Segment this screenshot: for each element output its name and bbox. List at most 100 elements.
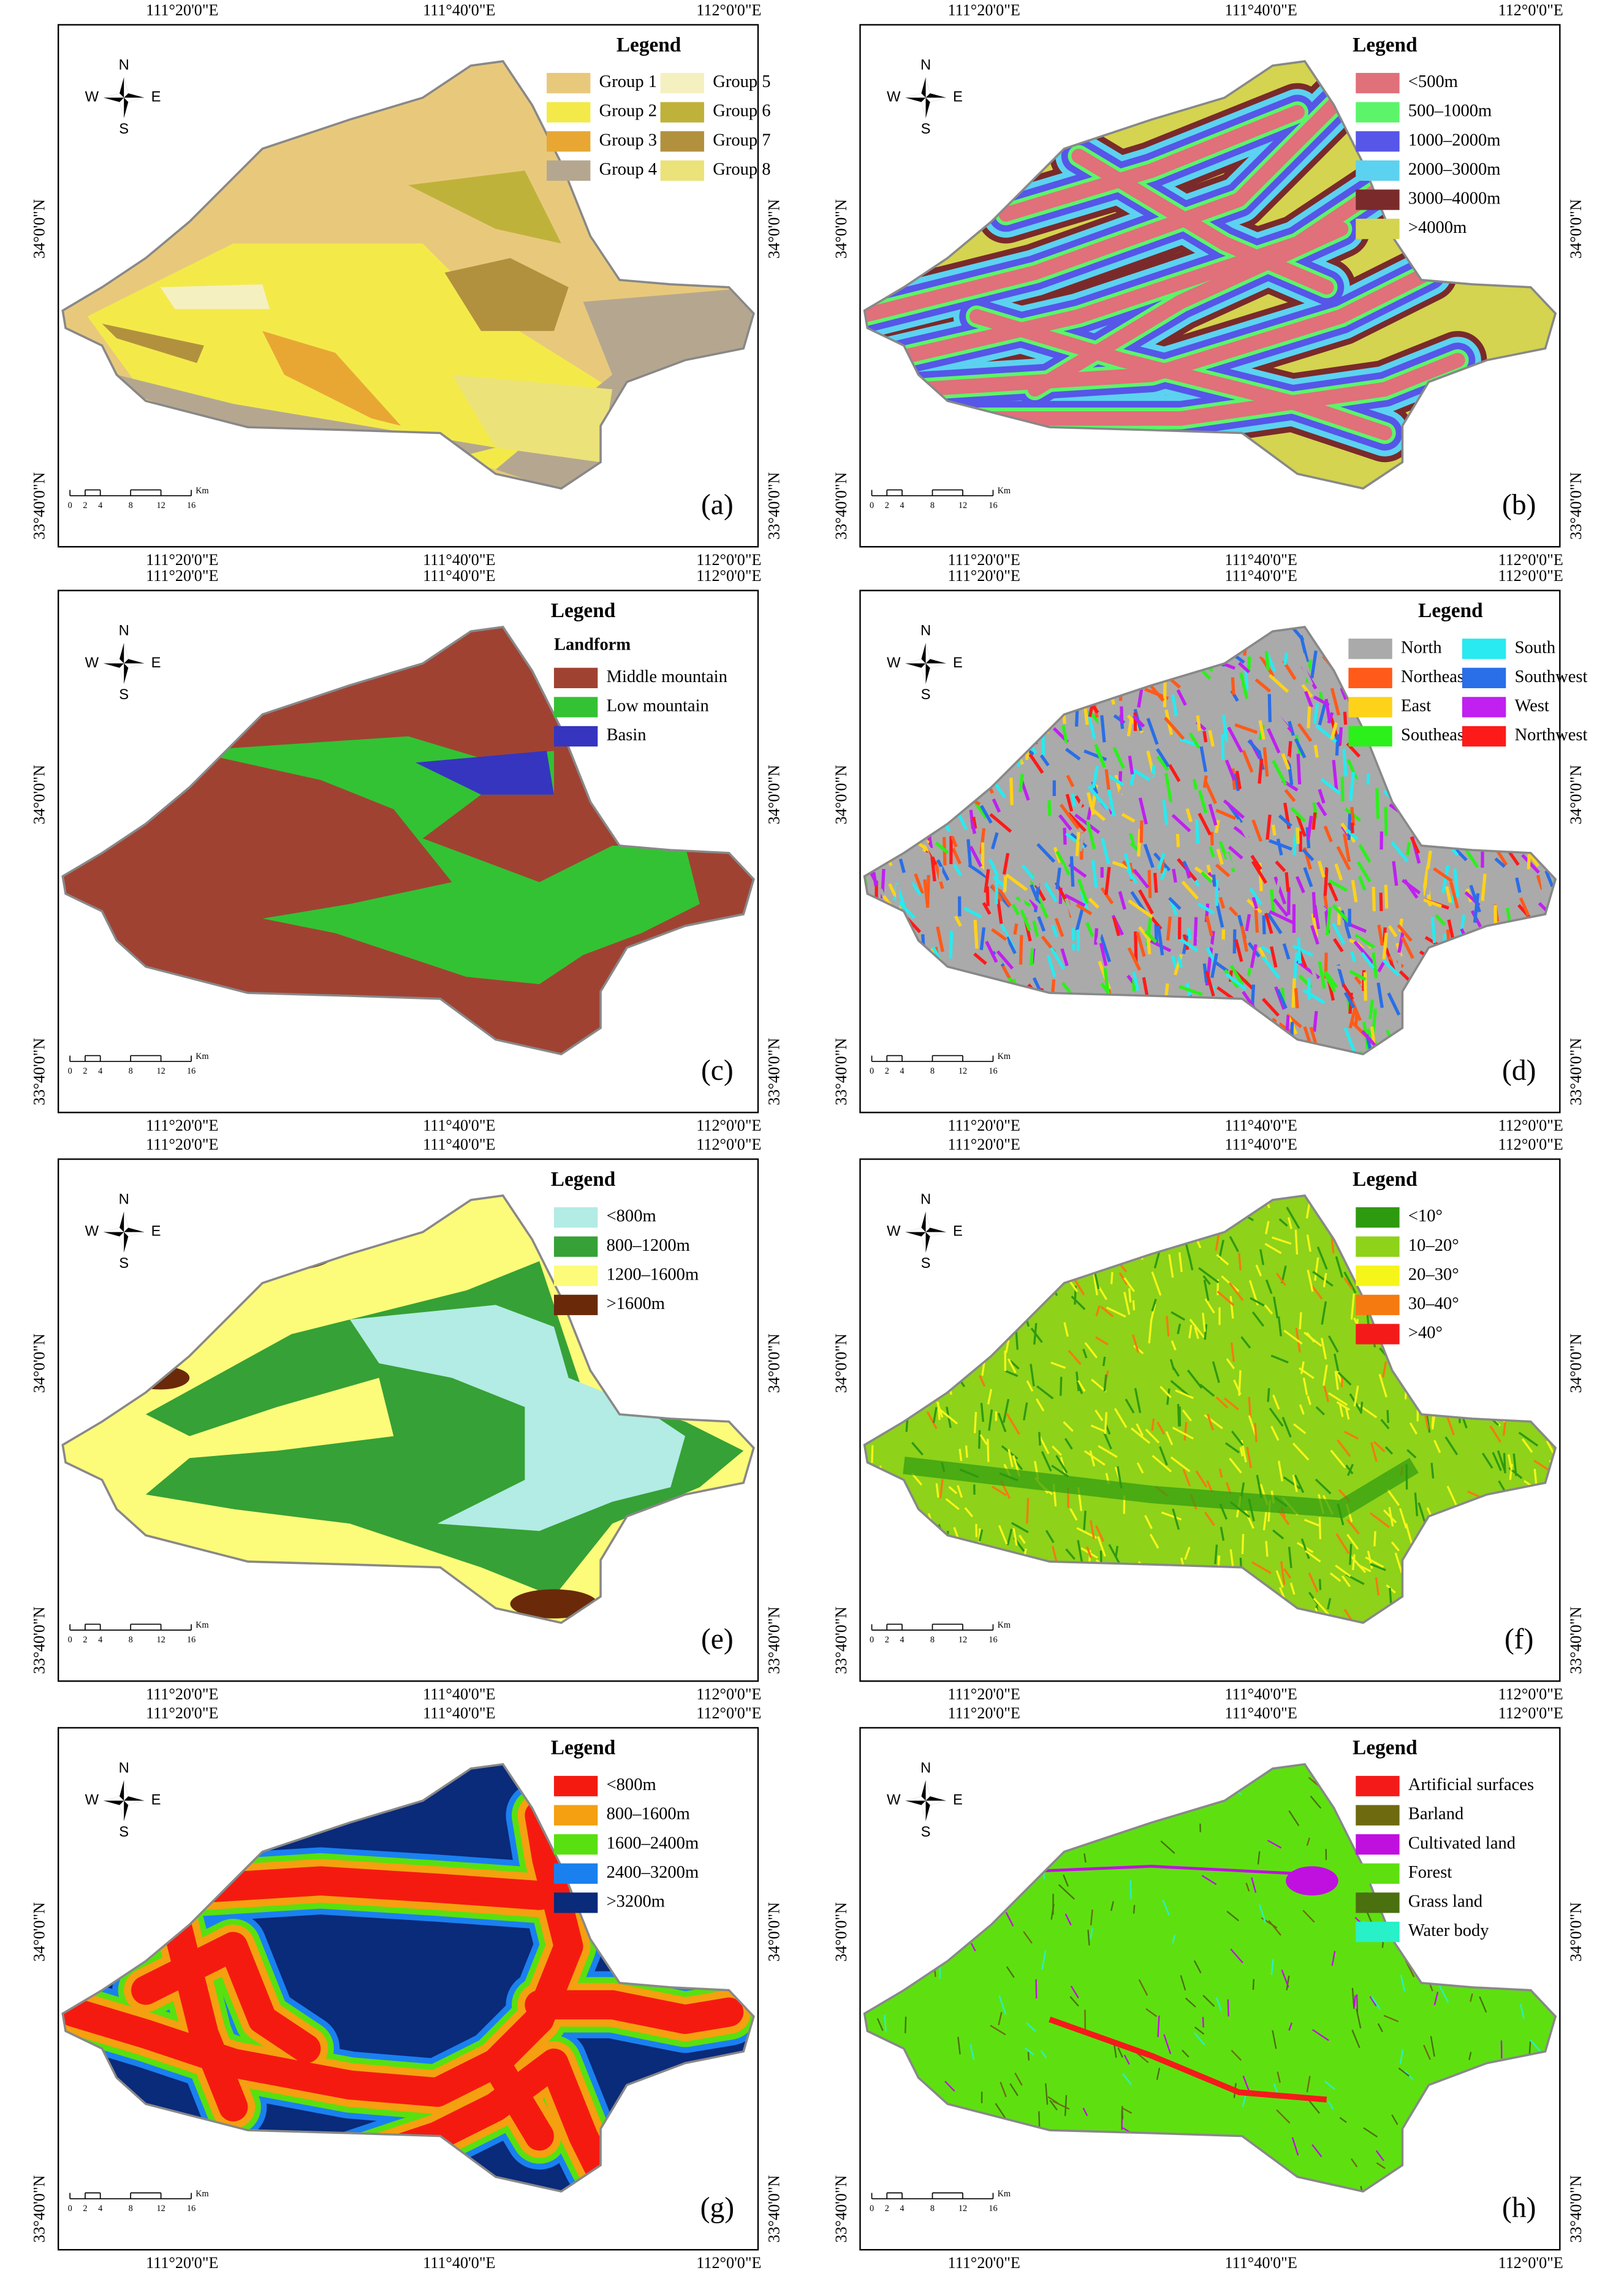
map-zone — [1041, 1950, 1047, 1970]
map-zone — [1166, 1316, 1170, 1337]
map-zone — [1485, 976, 1492, 989]
map-zone — [1400, 1620, 1417, 1623]
map-zone — [928, 1556, 937, 1577]
map-zone — [1051, 924, 1058, 938]
map-zone — [1462, 960, 1478, 975]
map-zone — [1031, 1636, 1036, 1654]
map-zone — [1226, 1358, 1235, 1370]
map-zone — [1147, 654, 1160, 670]
map-zone — [1077, 642, 1091, 662]
map-zone — [1061, 724, 1068, 743]
map-zone — [1194, 1326, 1199, 1339]
map-zone — [1391, 2114, 1398, 2125]
map-zone — [1095, 1409, 1104, 1421]
lon-label: 111°40'0"E — [423, 1685, 495, 1703]
map-zone — [1178, 1009, 1187, 1031]
legend-label: 2000–3000m — [1408, 160, 1501, 179]
map-zone — [1251, 819, 1263, 842]
map-zone — [1037, 1259, 1052, 1270]
map-zone — [1063, 1874, 1069, 1887]
map-zone — [992, 1485, 1007, 1496]
scale-label: 4 — [98, 1066, 102, 1076]
map-zone — [1328, 1392, 1348, 1406]
map-zone — [1419, 1360, 1425, 1381]
map-zone — [1478, 2157, 1486, 2169]
map-zone — [1088, 897, 1099, 909]
scale-label: 2 — [83, 1635, 87, 1645]
map-zone — [1503, 1585, 1517, 1596]
map-zone — [1372, 952, 1378, 979]
map-zone — [1547, 1245, 1556, 1264]
map-zone — [1345, 828, 1359, 841]
map-zone — [1164, 716, 1185, 740]
map-zone — [1149, 1533, 1159, 1549]
map-zone — [1030, 1364, 1035, 1387]
map-zone — [1162, 1042, 1179, 1055]
map-zone — [1540, 827, 1556, 848]
map-zone — [1308, 1572, 1319, 1593]
map-zone — [1481, 2114, 1492, 2122]
map-zone — [1321, 1301, 1327, 1325]
map-zone — [1251, 1629, 1253, 1647]
map-zone — [1493, 832, 1504, 846]
map-zone — [959, 650, 977, 670]
map-zone — [1536, 874, 1542, 890]
map-zone — [967, 1859, 979, 1868]
legend-swatch — [1356, 1265, 1400, 1286]
map-zone — [1492, 1569, 1501, 1586]
map-zone — [1044, 882, 1058, 902]
map-zone — [1326, 1764, 1329, 1777]
map-zone — [1203, 1280, 1210, 1301]
map-zone — [936, 677, 941, 697]
map-zone — [869, 778, 885, 803]
map-zone — [1262, 747, 1269, 777]
map-zone — [1306, 2076, 1311, 2093]
scale-label: 8 — [129, 501, 133, 510]
map-zone — [1212, 1579, 1227, 1597]
map-zone — [1432, 815, 1443, 835]
map-zone — [1531, 940, 1541, 955]
map-zone — [1531, 1382, 1536, 1395]
map-zone — [1112, 746, 1125, 769]
map-zone — [1104, 867, 1111, 895]
map-zone — [1470, 1341, 1475, 1361]
legend-label: North — [1401, 638, 1442, 657]
map-zone — [1352, 1554, 1356, 1571]
compass-label: E — [151, 1792, 161, 1808]
map-zone — [1476, 1215, 1486, 1232]
map-zone — [1193, 917, 1198, 946]
map-zone — [864, 2079, 866, 2089]
map-zone — [1273, 2083, 1278, 2093]
map-zone — [1123, 1590, 1130, 1603]
lon-label: 112°0'0"E — [696, 1117, 761, 1134]
map-zone — [1474, 1358, 1493, 1376]
map-zone — [1218, 1240, 1224, 1259]
map-zone — [935, 841, 949, 854]
compass-label: S — [921, 1824, 931, 1840]
map-zone — [1391, 1541, 1400, 1552]
map-zone — [1386, 1409, 1389, 1423]
map-zone — [876, 1414, 888, 1432]
legend-title: Legend — [1353, 34, 1417, 56]
map-zone — [1019, 1251, 1028, 1269]
map-zone — [1520, 823, 1531, 838]
map-zone — [1281, 1416, 1292, 1438]
map-zone — [998, 1838, 1013, 1851]
map-zone — [1086, 821, 1096, 850]
map-zone — [1516, 978, 1525, 990]
lon-label: 111°20'0"E — [146, 2254, 218, 2272]
map-zone — [1104, 769, 1111, 791]
map-zone — [1097, 2140, 1109, 2158]
legend-swatch — [1348, 697, 1392, 718]
map-zone — [966, 1242, 975, 1262]
map-zone — [1512, 1549, 1516, 1561]
lon-label: 111°40'0"E — [423, 1, 495, 19]
map-zone — [1522, 928, 1536, 946]
map-zone — [864, 1405, 880, 1420]
lon-label: 112°0'0"E — [1498, 1136, 1563, 1153]
map-zone — [915, 955, 922, 968]
map-zone — [1052, 1445, 1062, 1456]
map-zone — [1448, 2079, 1451, 2096]
map-zone — [1457, 1631, 1472, 1646]
map-zone — [885, 1318, 890, 1341]
